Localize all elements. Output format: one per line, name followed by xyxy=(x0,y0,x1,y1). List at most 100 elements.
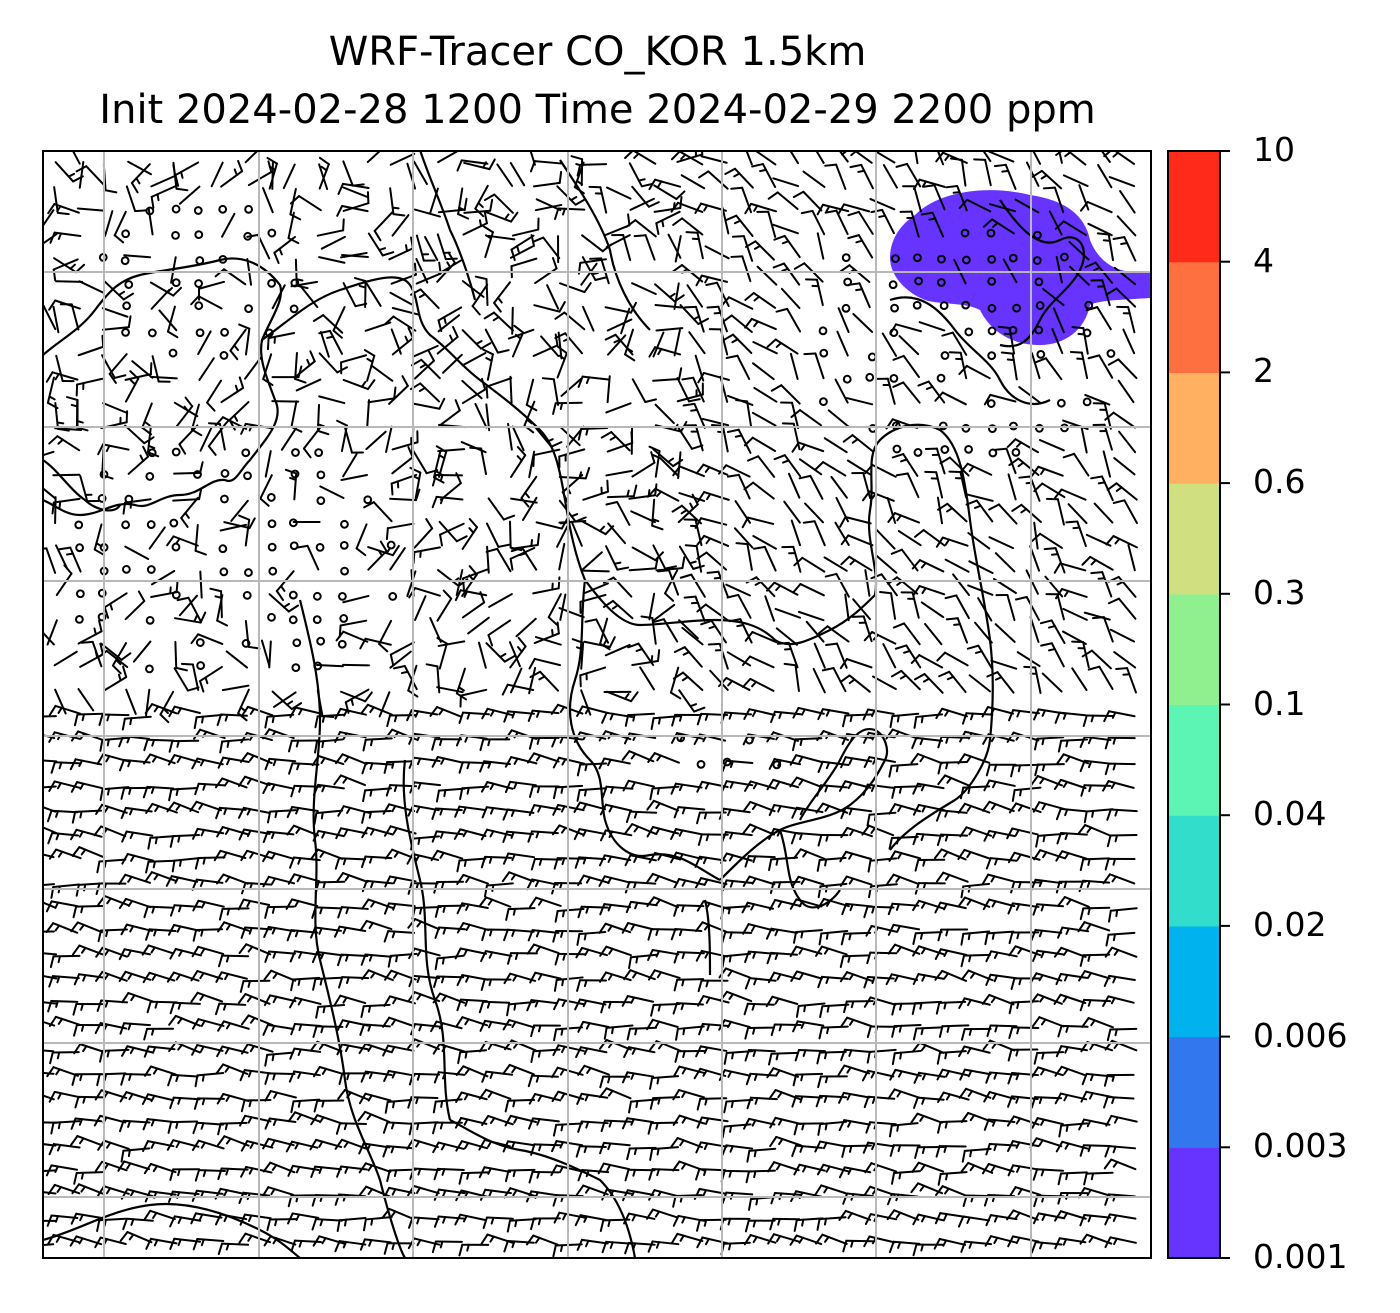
calm-wind-marker xyxy=(121,327,130,337)
calm-wind-marker xyxy=(195,256,205,265)
wind-barb xyxy=(197,330,212,356)
wind-barb xyxy=(436,325,459,355)
wind-barb xyxy=(752,362,775,381)
calm-wind-marker xyxy=(218,204,228,214)
wind-barb xyxy=(424,235,439,261)
wind-barb xyxy=(889,323,922,335)
wind-barb xyxy=(772,223,799,235)
wind-barb xyxy=(773,234,801,259)
wind-barb xyxy=(847,210,874,235)
calm-wind-marker xyxy=(987,276,997,286)
wind-barb xyxy=(198,357,215,381)
wind-barb xyxy=(342,378,376,391)
wind-barb xyxy=(461,379,483,400)
calm-wind-marker xyxy=(1012,303,1021,313)
wind-barb xyxy=(1117,379,1135,404)
wind-barb xyxy=(1113,266,1137,286)
wind-barb xyxy=(341,663,370,667)
wind-barb xyxy=(852,312,874,333)
wind-barb xyxy=(264,450,272,478)
wind-barb xyxy=(71,151,81,165)
wind-barb xyxy=(756,265,778,286)
wind-barb xyxy=(1119,190,1136,214)
calm-wind-marker xyxy=(1009,421,1018,431)
calm-wind-marker xyxy=(220,469,230,478)
calm-wind-marker xyxy=(865,372,875,382)
wind-barb xyxy=(319,485,345,499)
wind-barb xyxy=(798,458,823,476)
wind-barb xyxy=(681,376,705,403)
wind-barb xyxy=(604,333,634,356)
wind-barb xyxy=(559,426,581,447)
colorbar-tick-label: 0.1 xyxy=(1253,683,1306,723)
calm-wind-marker xyxy=(1084,300,1094,310)
wind-barb xyxy=(507,328,535,340)
calm-wind-marker xyxy=(220,494,229,504)
wind-barb xyxy=(206,379,223,412)
wind-barb xyxy=(43,487,57,500)
wind-barb xyxy=(1097,163,1113,189)
wind-barb xyxy=(849,163,874,190)
wind-barb xyxy=(847,234,874,259)
wind-barb xyxy=(415,234,436,262)
wind-barb xyxy=(1006,438,1040,454)
wind-barb xyxy=(367,386,397,404)
wind-barb xyxy=(772,177,800,188)
wind-barb xyxy=(722,333,753,355)
wind-barb xyxy=(631,378,657,404)
wind-barb xyxy=(342,453,358,478)
wind-barb xyxy=(388,375,409,405)
wind-barb xyxy=(899,210,920,238)
wind-barb xyxy=(604,213,631,237)
wind-barb xyxy=(1118,430,1137,454)
wind-barb xyxy=(197,280,226,301)
wind-barb xyxy=(101,315,132,331)
wind-barb xyxy=(1062,174,1089,188)
wind-barb xyxy=(113,210,127,244)
wind-barb xyxy=(1069,350,1089,380)
calm-wind-marker xyxy=(1032,256,1042,265)
colorbar xyxy=(1167,150,1230,1259)
wind-barb xyxy=(652,367,683,382)
calm-wind-marker xyxy=(220,327,229,337)
wind-barb xyxy=(697,371,730,384)
wind-barb xyxy=(676,382,704,403)
wind-barb xyxy=(52,305,60,334)
wind-barb xyxy=(629,197,656,211)
calm-wind-marker xyxy=(843,277,853,287)
calm-wind-marker xyxy=(1034,325,1044,335)
wind-barb xyxy=(973,158,992,187)
calm-wind-marker xyxy=(147,328,157,338)
wind-barb xyxy=(606,375,611,404)
wind-barb xyxy=(178,424,199,455)
wind-barb xyxy=(837,307,850,334)
wind-barb xyxy=(934,391,967,406)
wind-barb xyxy=(701,417,730,427)
wind-barb xyxy=(1079,201,1113,214)
wind-barb xyxy=(49,231,82,244)
wind-barb xyxy=(1031,465,1064,477)
wind-barb xyxy=(122,498,152,515)
wind-barb xyxy=(366,399,370,428)
wind-barb xyxy=(1116,215,1137,237)
wind-barb xyxy=(869,198,896,211)
wind-barb xyxy=(606,318,633,332)
wind-barb xyxy=(790,409,823,427)
wind-barb xyxy=(605,234,631,248)
wind-barb xyxy=(510,234,535,262)
wind-barb xyxy=(533,301,566,313)
calm-wind-marker xyxy=(195,328,205,338)
wind-barb xyxy=(576,163,608,177)
wind-barb xyxy=(588,185,608,214)
wind-barb xyxy=(744,291,777,309)
wind-barb xyxy=(648,178,682,191)
coastline xyxy=(867,423,994,851)
wind-barb xyxy=(295,378,322,392)
wind-barb xyxy=(540,335,560,357)
calm-wind-marker xyxy=(961,423,971,433)
calm-wind-marker xyxy=(938,421,948,431)
wind-barb xyxy=(340,354,368,375)
coastline xyxy=(419,151,477,301)
wind-barb xyxy=(752,341,778,355)
wind-barb xyxy=(677,451,682,480)
